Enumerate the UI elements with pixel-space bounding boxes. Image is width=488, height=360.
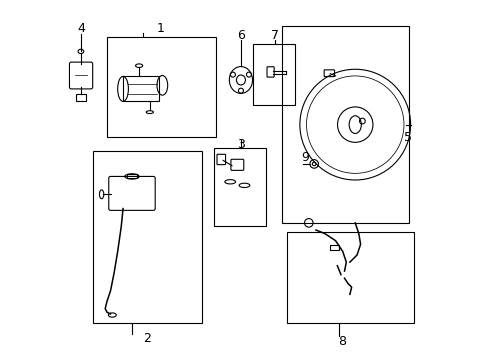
Bar [329,246,339,249]
Bar [123,76,159,102]
Text: 2: 2 [143,333,151,346]
Bar [76,94,86,102]
Text: 4: 4 [77,22,84,35]
Bar [93,152,201,323]
Bar [253,44,294,105]
Bar [282,26,408,223]
Bar [107,37,216,137]
Text: 8: 8 [337,335,345,348]
Text: 6: 6 [237,29,244,42]
Bar [126,174,137,178]
Text: 7: 7 [271,29,279,42]
Text: 5: 5 [403,131,411,144]
Text: 1: 1 [156,22,164,35]
Bar [287,232,413,323]
Text: 3: 3 [237,138,244,151]
Bar [214,148,265,226]
Text: 9: 9 [301,151,308,164]
